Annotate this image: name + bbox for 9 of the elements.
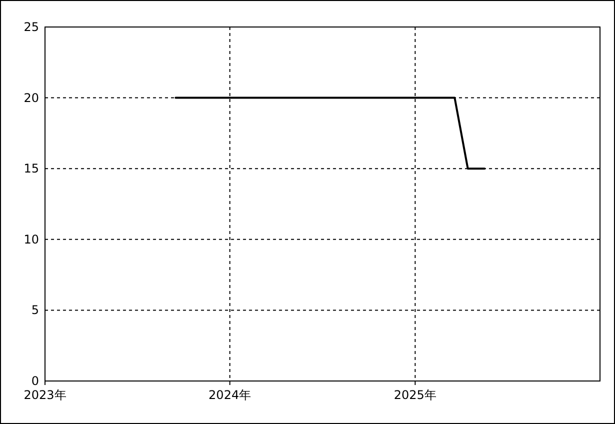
y-tick-label: 20 [24,90,39,105]
y-tick-label: 5 [31,303,39,318]
y-tick-label: 0 [31,374,39,388]
x-tick-label: 2024年 [208,388,252,402]
y-tick-label: 10 [24,232,39,246]
y-tick-label: 15 [24,162,39,176]
x-tick-label: 2025年 [394,388,436,402]
y-tick-label: 25 [24,20,39,34]
x-tick-label: 2023年 [24,388,66,402]
